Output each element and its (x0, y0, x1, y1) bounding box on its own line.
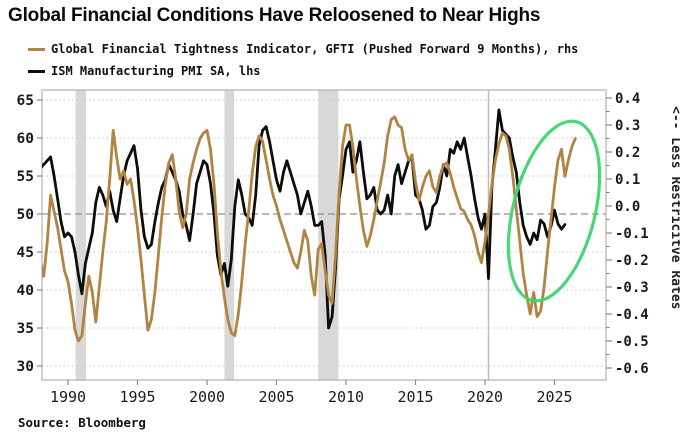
highlight-ellipse (506, 119, 602, 303)
x-axis: 1990 1995 2000 2005 2010 2015 2020 2025 (50, 380, 573, 406)
legend-swatch-ism-icon (28, 69, 45, 73)
x-tick-label: 2000 (189, 388, 225, 406)
right-tick-label: -0.6 (615, 361, 649, 377)
left-tick-label: 65 (17, 93, 34, 109)
right-tick-label: 0.4 (615, 91, 640, 107)
legend-item-ism: ISM Manufacturing PMI SA, lhs (28, 60, 578, 82)
left-tick-label: 55 (17, 169, 34, 185)
right-tick-label: -0.4 (615, 307, 649, 323)
right-axis-note: <-- Less Restricitve Rates (668, 106, 680, 310)
ism-line (42, 108, 567, 330)
series-lines (42, 108, 577, 343)
right-tick-label: 0.1 (615, 172, 640, 188)
y-axis-left: 65 60 55 50 45 40 35 30 (17, 93, 42, 375)
x-tick-label: 1995 (119, 388, 155, 406)
left-tick-label: 60 (17, 131, 34, 147)
x-tick-label: 2020 (467, 388, 503, 406)
left-tick-label: 35 (17, 321, 34, 337)
x-tick-label: 2025 (536, 388, 572, 406)
right-tick-label: -0.2 (615, 253, 649, 269)
source-note: Source: Bloomberg (18, 415, 146, 430)
right-tick-label: 0.3 (615, 118, 640, 134)
legend-label-ism: ISM Manufacturing PMI SA, lhs (51, 64, 261, 78)
legend-swatch-gfti-icon (28, 47, 45, 51)
plot-frame (41, 89, 607, 381)
left-tick-label: 50 (17, 207, 34, 223)
page-title: Global Financial Conditions Have Reloose… (8, 5, 541, 26)
left-tick-label: 30 (17, 359, 34, 375)
legend-item-gfti: Global Financial Tightness Indicator, GF… (28, 38, 578, 60)
left-tick-label: 40 (17, 283, 34, 299)
right-tick-label: 0.0 (615, 199, 640, 215)
right-tick-label: -0.5 (615, 334, 649, 350)
right-tick-label: 0.2 (615, 145, 640, 161)
y-axis-right: 0.4 0.3 0.2 0.1 0.0 -0.1 -0.2 -0.3 -0.4 -0.5 -0.6 (606, 91, 649, 377)
recession-band (75, 90, 86, 380)
left-tick-label: 45 (17, 245, 34, 261)
recession-band (224, 90, 235, 380)
chart-legend: Global Financial Tightness Indicator, GF… (28, 38, 578, 82)
right-tick-label: -0.1 (615, 226, 649, 242)
right-tick-label: -0.3 (615, 280, 649, 296)
x-tick-label: 2005 (258, 388, 294, 406)
x-tick-label: 1990 (50, 388, 86, 406)
x-tick-label: 2010 (328, 388, 364, 406)
x-tick-label: 2015 (397, 388, 433, 406)
gfti-line (42, 115, 577, 343)
legend-label-gfti: Global Financial Tightness Indicator, GF… (51, 42, 579, 56)
